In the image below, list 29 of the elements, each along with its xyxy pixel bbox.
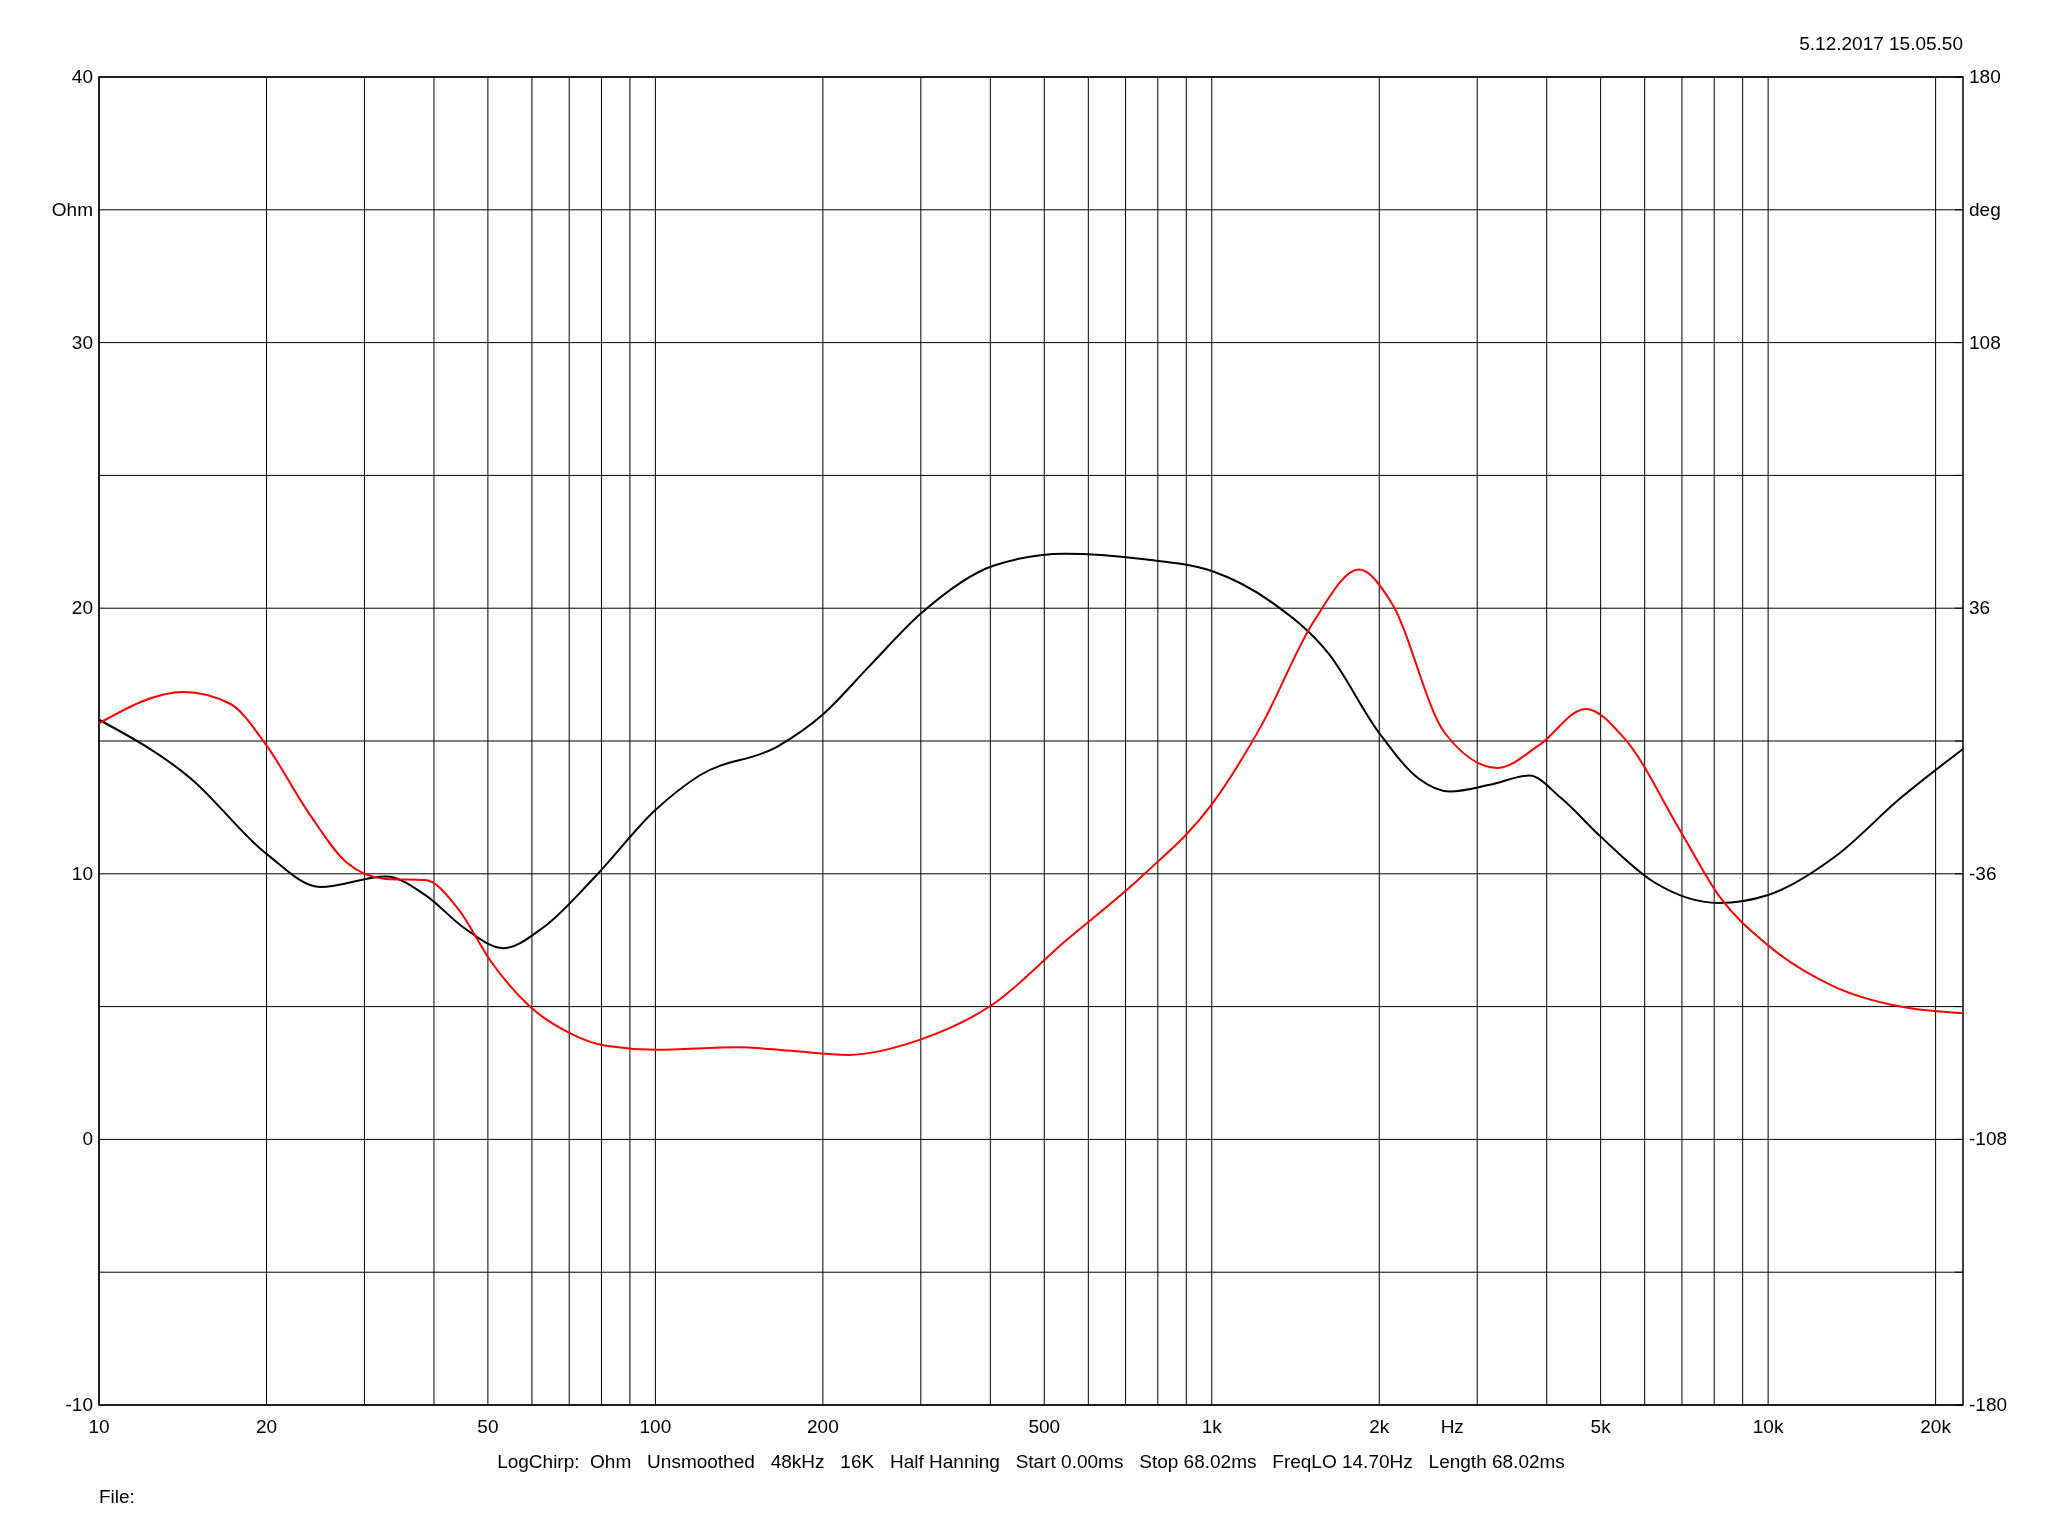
y2-tick-label: 36 bbox=[1969, 597, 1991, 619]
y2-axis-title: deg bbox=[1969, 198, 2001, 220]
x-tick-label: 10k bbox=[1752, 1416, 1784, 1437]
text: 5.12.2017 15.05.50 bbox=[1799, 33, 1963, 54]
y-tick-label: 0 bbox=[82, 1128, 93, 1150]
y-tick-label: -10 bbox=[65, 1394, 93, 1415]
y-tick-label: 10 bbox=[71, 862, 93, 884]
x-tick-label: 2k bbox=[1369, 1416, 1390, 1437]
x-tick-label: 100 bbox=[639, 1416, 672, 1437]
x-tick-label: 10 bbox=[88, 1416, 110, 1437]
y-tick-label: 30 bbox=[71, 331, 93, 353]
y2-tick-label: 180 bbox=[1969, 66, 2001, 87]
x-tick-label: 5k bbox=[1590, 1416, 1612, 1437]
y-tick-label: 40 bbox=[71, 66, 93, 87]
y2-tick-label: -108 bbox=[1969, 1128, 2008, 1150]
x-axis-title: Hz bbox=[1440, 1416, 1464, 1437]
text: File: bbox=[99, 1486, 135, 1507]
y2-tick-label: -180 bbox=[1969, 1394, 2008, 1415]
x-tick-label: 500 bbox=[1028, 1416, 1061, 1437]
y2-tick-label: 108 bbox=[1969, 331, 2001, 353]
x-tick-label: 1k bbox=[1201, 1416, 1223, 1437]
y-tick-label: 20 bbox=[71, 597, 93, 619]
x-tick-label: 200 bbox=[807, 1416, 839, 1437]
text: LogChirp: Ohm Unsmoothed 48kHz 16K Half Hanning Start 0.00ms Stop 68.02ms FreqLO 14.70Hz Length 68.02ms bbox=[497, 1451, 1565, 1472]
x-tick-label: 20 bbox=[255, 1416, 278, 1437]
x-tick-label: 20k bbox=[1920, 1416, 1952, 1437]
x-tick-label: 50 bbox=[477, 1416, 499, 1437]
y2-tick-label: -36 bbox=[1969, 862, 1997, 884]
y-axis-title: Ohm bbox=[51, 198, 93, 220]
